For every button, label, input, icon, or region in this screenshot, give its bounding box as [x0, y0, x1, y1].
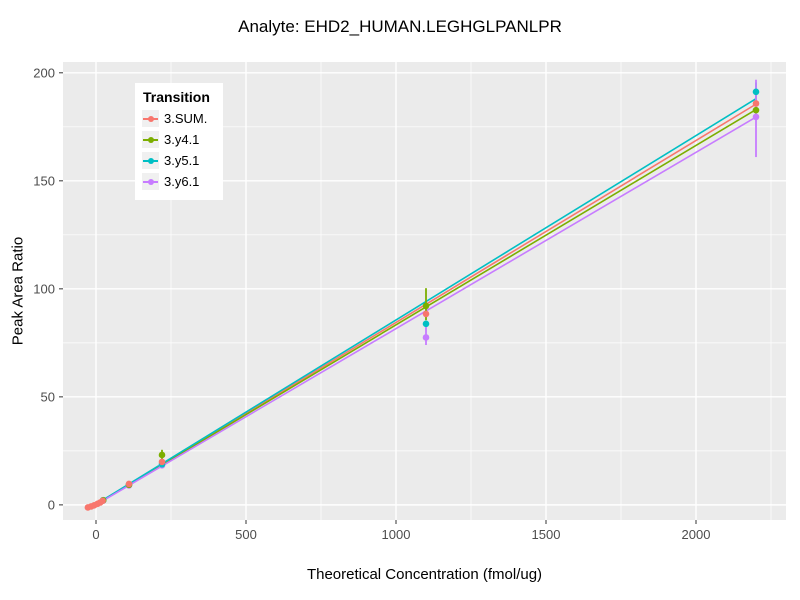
- legend-key-dot: [147, 157, 154, 164]
- legend-item-3.y6.1: 3.y6.1: [142, 171, 210, 192]
- axis-tick-labels: 0 500 1000 1500 2000 0 50 100 150 200: [33, 65, 710, 542]
- legend-item-label: 3.y4.1: [164, 132, 200, 147]
- legend-key-icon: [142, 131, 159, 148]
- legend-key-dot: [147, 178, 154, 185]
- y-tick-label: 0: [48, 497, 55, 512]
- legend-key-dot: [147, 115, 154, 122]
- y-tick-label: 150: [33, 173, 55, 188]
- axis-tick-marks: [59, 72, 697, 524]
- y-tick-label: 50: [41, 389, 55, 404]
- legend-item-label: 3.y5.1: [164, 153, 200, 168]
- legend-item-3.y5.1: 3.y5.1: [142, 150, 210, 171]
- points-3.SUM.: [84, 100, 760, 511]
- legend-rows: 3.SUM. 3.y4.1 3.y5.1 3.y6.1: [142, 108, 210, 192]
- x-tick-label: 500: [235, 527, 257, 542]
- legend-key-icon: [142, 110, 159, 127]
- legend-item-3.SUM.: 3.SUM.: [142, 108, 210, 129]
- legend: Transition 3.SUM. 3.y4.1 3.y5.1 3.y6.1: [135, 83, 223, 200]
- legend-title: Transition: [143, 89, 210, 105]
- x-tick-label: 1000: [382, 527, 411, 542]
- y-tick-label: 200: [33, 65, 55, 80]
- chart-title: Analyte: EHD2_HUMAN.LEGHGLPANLPR: [238, 17, 562, 36]
- legend-item-3.y4.1: 3.y4.1: [142, 129, 210, 150]
- y-tick-label: 100: [33, 281, 55, 296]
- legend-key-dot: [147, 136, 154, 143]
- legend-item-label: 3.y6.1: [164, 174, 200, 189]
- x-tick-label: 1500: [532, 527, 561, 542]
- y-axis-title: Peak Area Ratio: [9, 236, 27, 346]
- x-tick-label: 2000: [682, 527, 711, 542]
- legend-key-icon: [142, 152, 159, 169]
- legend-item-label: 3.SUM.: [164, 111, 208, 126]
- x-axis-title: Theoretical Concentration (fmol/ug): [306, 566, 543, 583]
- x-tick-label: 0: [92, 527, 99, 542]
- fit-line-3.y5.1: [91, 98, 757, 508]
- legend-key-icon: [142, 173, 159, 190]
